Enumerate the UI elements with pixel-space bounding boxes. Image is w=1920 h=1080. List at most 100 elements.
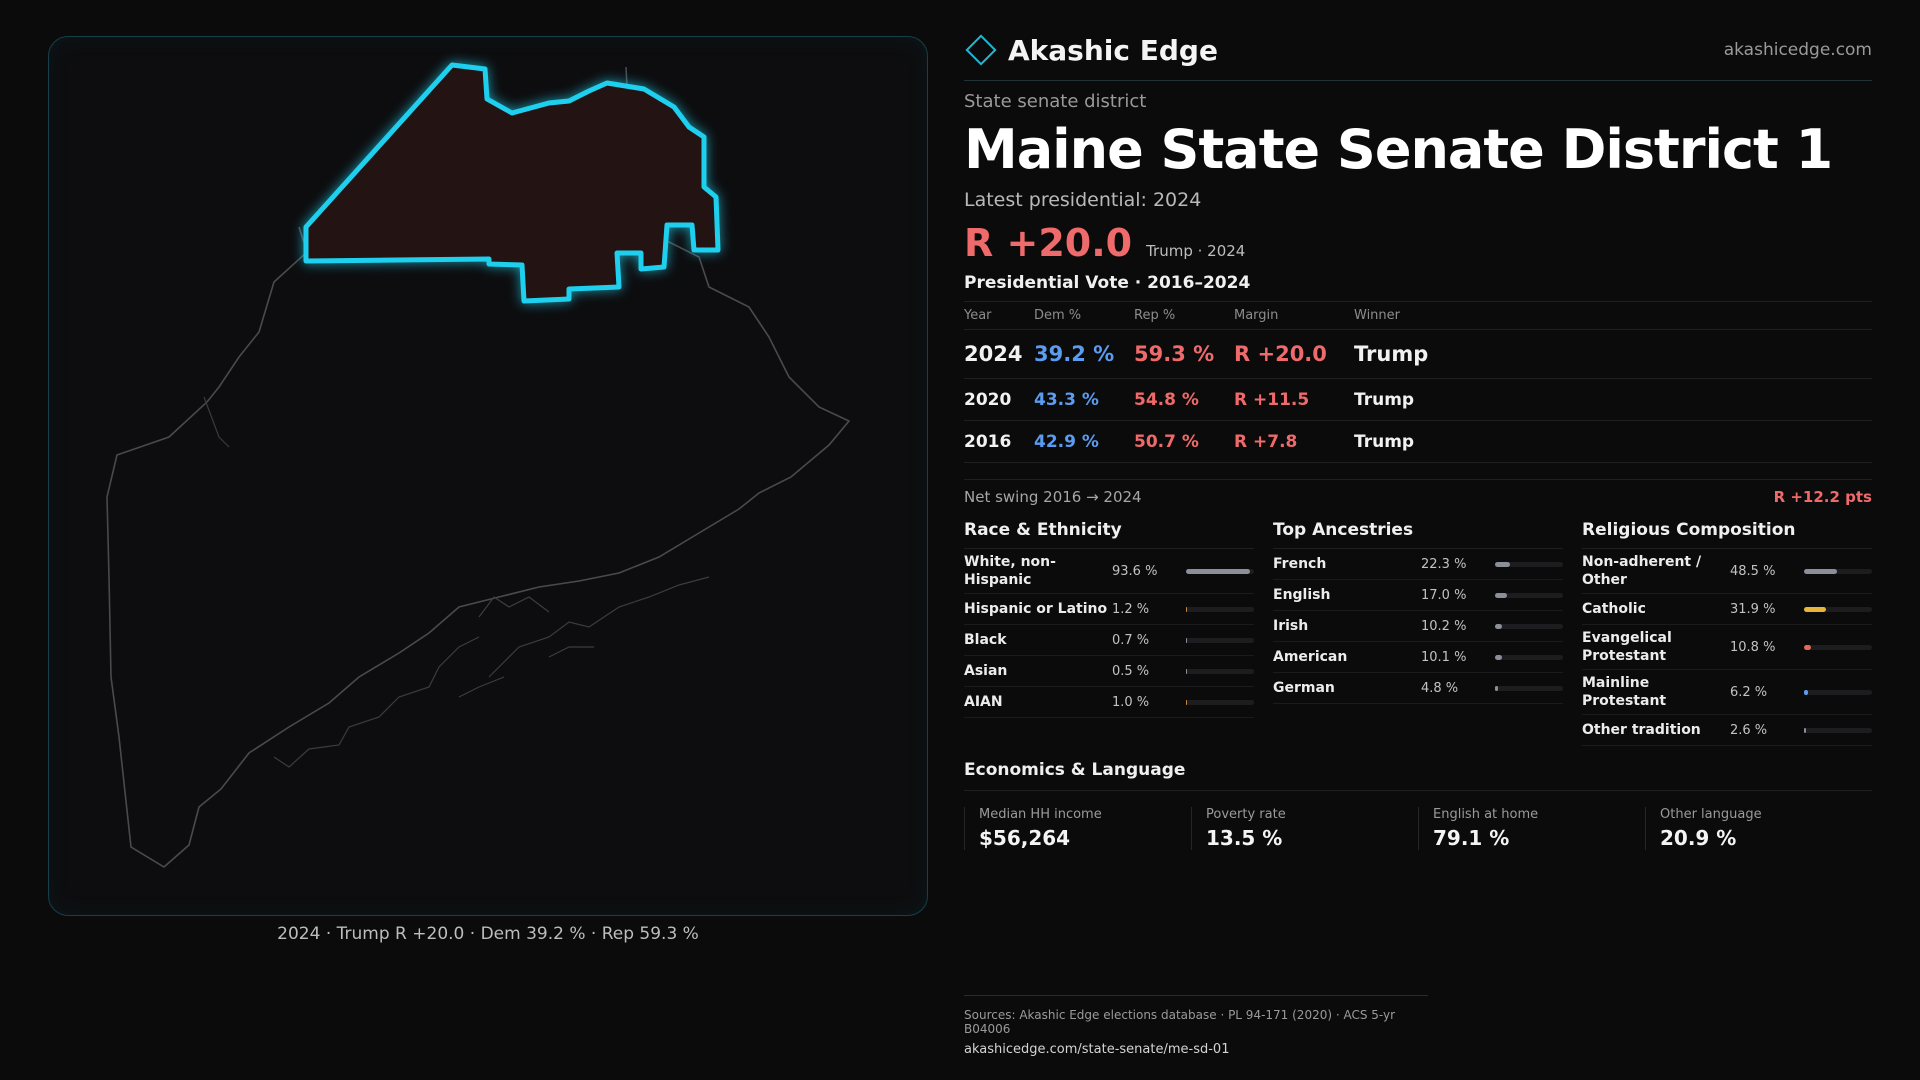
detail-panel: Akashic Edge akashicedge.com State senat… (964, 30, 1872, 850)
table-row[interactable]: 2016 42.9 % 50.7 % R +7.8 Trump (964, 420, 1872, 463)
rep-cell: 54.8 % (1134, 378, 1234, 421)
econ-label: Poverty rate (1206, 807, 1286, 822)
econ-label: English at home (1433, 807, 1539, 822)
stat-bar-fill (1495, 592, 1507, 598)
stat-bar (1804, 644, 1872, 650)
stat-value: 0.5 % (1112, 663, 1150, 679)
brand[interactable]: Akashic Edge (964, 34, 1218, 67)
economics-title: Economics & Language (964, 760, 1872, 791)
econ-stat: Median HH income $56,264 (964, 807, 1191, 850)
stat-bar-fill (1495, 654, 1502, 660)
stat-value: 31.9 % (1730, 601, 1776, 617)
map-caption: 2024 · Trump R +20.0 · Dem 39.2 % · Rep … (277, 924, 699, 944)
footer: Sources: Akashic Edge elections database… (964, 995, 1428, 1057)
list-item: German 4.8 % (1273, 673, 1563, 704)
stat-bar (1186, 637, 1254, 643)
list-item: English 17.0 % (1273, 580, 1563, 611)
stat-bar (1186, 568, 1254, 574)
religion-title: Religious Composition (1582, 520, 1872, 549)
stat-value: 6.2 % (1730, 684, 1768, 700)
stat-bar (1495, 685, 1563, 691)
list-item: Mainline Protestant 6.2 % (1582, 670, 1872, 715)
stat-bar (1186, 668, 1254, 674)
year-cell: 2024 (964, 329, 1034, 379)
col-header-winner: Winner (1354, 301, 1872, 330)
stat-bar-fill (1804, 727, 1806, 733)
stat-value: 93.6 % (1112, 563, 1158, 579)
stat-label: English (1273, 587, 1331, 603)
stat-bar-fill (1495, 685, 1499, 691)
stat-bar (1495, 654, 1563, 660)
stat-value: 48.5 % (1730, 563, 1776, 579)
stat-bar-fill (1186, 699, 1188, 705)
stat-value: 10.1 % (1421, 649, 1467, 665)
margin-cell: R +7.8 (1234, 420, 1354, 463)
econ-stat: Other language 20.9 % (1645, 807, 1872, 850)
net-swing-label: Net swing 2016 → 2024 (964, 488, 1142, 506)
col-header-dem: Dem % (1034, 301, 1134, 330)
list-item: Black 0.7 % (964, 625, 1254, 656)
district-type: State senate district (964, 91, 1147, 112)
econ-stat: English at home 79.1 % (1418, 807, 1645, 850)
stat-value: 1.0 % (1112, 694, 1150, 710)
stat-label: Hispanic or Latino (964, 601, 1108, 617)
rep-cell: 59.3 % (1134, 329, 1234, 379)
brand-domain-link[interactable]: akashicedge.com (1723, 40, 1872, 60)
table-row[interactable]: 2024 39.2 % 59.3 % R +20.0 Trump (964, 329, 1872, 379)
econ-label: Median HH income (979, 807, 1102, 822)
stat-label: AIAN (964, 694, 1003, 710)
table-row[interactable]: 2020 43.3 % 54.8 % R +11.5 Trump (964, 378, 1872, 421)
econ-stat: Poverty rate 13.5 % (1191, 807, 1418, 850)
dem-cell: 39.2 % (1034, 329, 1134, 379)
list-item: Irish 10.2 % (1273, 611, 1563, 642)
col-header-margin: Margin (1234, 301, 1354, 330)
vote-table-heading: Presidential Vote · 2016–2024 (964, 273, 1251, 293)
headline-margin-sub: Trump · 2024 (1146, 242, 1246, 260)
stat-value: 17.0 % (1421, 587, 1467, 603)
stat-label: Catholic (1582, 601, 1646, 617)
stat-bar-fill (1186, 568, 1250, 574)
stat-label: Irish (1273, 618, 1309, 634)
list-item: Other tradition 2.6 % (1582, 715, 1872, 746)
race-section: Race & Ethnicity White, non-Hispanic 93.6… (964, 520, 1254, 746)
religion-section: Religious Composition Non-adherent / Oth… (1582, 520, 1872, 746)
econ-value: 79.1 % (1433, 826, 1510, 850)
stat-value: 1.2 % (1112, 601, 1150, 617)
latest-presidential: Latest presidential: 2024 (964, 189, 1202, 211)
econ-value: 20.9 % (1660, 826, 1737, 850)
year-cell: 2016 (964, 420, 1034, 463)
stat-label: Black (964, 632, 1007, 648)
econ-value: $56,264 (979, 826, 1071, 850)
econ-label: Other language (1660, 807, 1762, 822)
list-item: Asian 0.5 % (964, 656, 1254, 687)
stat-value: 2.6 % (1730, 722, 1768, 738)
map-panel[interactable] (48, 36, 928, 916)
page-title: Maine State Senate District 1 (964, 118, 1833, 181)
page-url-link[interactable]: akashicedge.com/state-senate/me-sd-01 (964, 1042, 1230, 1057)
list-item: French 22.3 % (1273, 549, 1563, 580)
district-1-shape[interactable] (303, 62, 721, 304)
stat-value: 10.2 % (1421, 618, 1467, 634)
winner-cell: Trump (1354, 378, 1872, 421)
state-outline (106, 66, 851, 868)
stat-label: Other tradition (1582, 722, 1701, 738)
district-map[interactable] (49, 37, 929, 917)
demographic-columns: Race & Ethnicity White, non-Hispanic 93.6… (964, 520, 1872, 746)
stat-bar-fill (1186, 637, 1188, 643)
col-header-rep: Rep % (1134, 301, 1234, 330)
rep-cell: 50.7 % (1134, 420, 1234, 463)
stat-bar-fill (1804, 644, 1812, 650)
stat-value: 4.8 % (1421, 680, 1459, 696)
stat-bar (1186, 606, 1254, 612)
stat-bar (1495, 623, 1563, 629)
race-title: Race & Ethnicity (964, 520, 1254, 549)
stat-label: Mainline Protestant (1582, 675, 1667, 709)
table-header-row: Year Dem % Rep % Margin Winner (964, 301, 1872, 330)
ancestry-section: Top Ancestries French 22.3 % English 17.0 … (1273, 520, 1563, 746)
brand-name: Akashic Edge (1008, 33, 1218, 67)
stat-bar (1804, 727, 1872, 733)
ancestry-title: Top Ancestries (1273, 520, 1563, 549)
stat-label: Evangelical Protestant (1582, 630, 1672, 664)
col-header-year: Year (964, 301, 1034, 330)
dem-cell: 43.3 % (1034, 378, 1134, 421)
